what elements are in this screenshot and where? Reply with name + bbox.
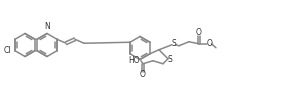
Text: N: N: [44, 22, 50, 31]
Text: HO: HO: [128, 56, 140, 65]
Text: O: O: [207, 39, 212, 48]
Text: Cl: Cl: [3, 46, 11, 55]
Text: O: O: [140, 70, 146, 79]
Text: S: S: [168, 55, 172, 64]
Text: O: O: [196, 28, 202, 37]
Text: S: S: [172, 39, 176, 48]
